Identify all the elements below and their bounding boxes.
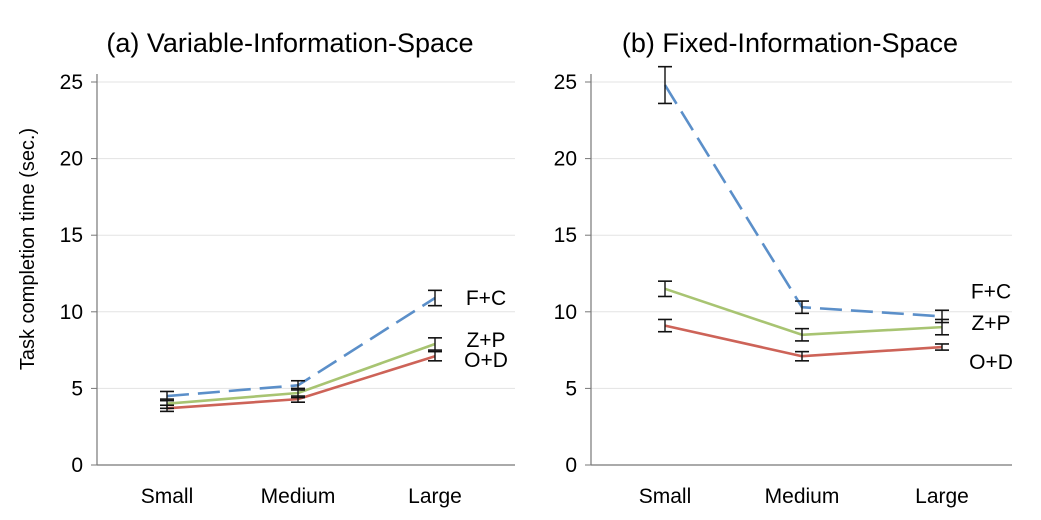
chart-panel-a: (a) Variable-Information-Space 0 5 10 15 20 25… bbox=[60, 28, 515, 508]
y-axis-label: Task completion time (sec.) bbox=[17, 128, 39, 370]
y-tick-label: 5 bbox=[71, 377, 83, 400]
y-tick-label: 15 bbox=[60, 224, 83, 247]
chart-title: (a) Variable-Information-Space bbox=[106, 28, 473, 58]
series-label: Z+P bbox=[971, 312, 1010, 335]
x-tick-label: Small bbox=[141, 485, 194, 508]
y-tick-label: 10 bbox=[554, 301, 577, 324]
series-label: F+C bbox=[466, 287, 506, 310]
x-tick-label: Large bbox=[915, 485, 969, 508]
y-tick-label: 20 bbox=[60, 148, 83, 171]
y-tick-label: 25 bbox=[554, 71, 577, 94]
series-line-z-p bbox=[166, 342, 436, 406]
chart-panel-b: (b) Fixed-Information-Space 0 5 10 15 20 25 Sma… bbox=[554, 28, 1013, 508]
x-tick-label: Small bbox=[639, 485, 692, 508]
y-tick-label: 5 bbox=[565, 377, 577, 400]
y-tick-label: 10 bbox=[60, 301, 83, 324]
series-line-f-c bbox=[663, 84, 943, 318]
series-label: Z+P bbox=[466, 329, 505, 352]
y-tick-label: 20 bbox=[554, 148, 577, 171]
x-tick-label: Medium bbox=[765, 485, 840, 508]
y-tick-label: 25 bbox=[60, 71, 83, 94]
series-label: O+D bbox=[969, 351, 1013, 374]
y-tick-label: 0 bbox=[71, 454, 83, 477]
y-tick-label: 15 bbox=[554, 224, 577, 247]
y-tick-label: 0 bbox=[565, 454, 577, 477]
x-tick-label: Medium bbox=[261, 485, 336, 508]
chart-title: (b) Fixed-Information-Space bbox=[622, 28, 958, 58]
series-label: F+C bbox=[971, 280, 1011, 303]
series-label: O+D bbox=[464, 349, 508, 372]
x-tick-label: Large bbox=[408, 485, 462, 508]
